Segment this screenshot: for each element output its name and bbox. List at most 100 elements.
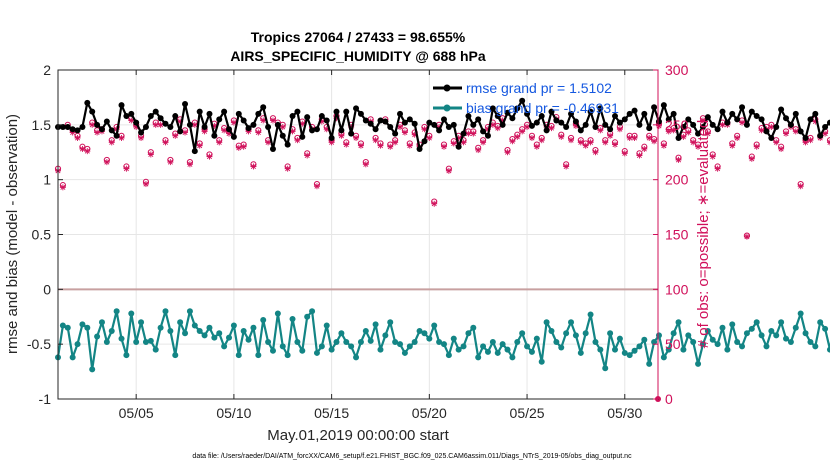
data-file-footnote: data file: /Users/raeder/DAI/ATM_forcXX/… (192, 453, 632, 460)
bias-point (367, 337, 374, 344)
rmse-point (94, 121, 101, 128)
bias-point (79, 321, 86, 328)
bias-point (504, 346, 511, 353)
bias-point (133, 338, 140, 345)
obs-evaluated-point (294, 137, 301, 144)
bias-point (353, 354, 360, 361)
bias-point (333, 338, 340, 345)
bias-point (597, 346, 604, 353)
rmse-point (558, 119, 565, 126)
rmse-point (602, 121, 609, 128)
bias-point (455, 346, 462, 353)
obs-evaluated-point (612, 141, 619, 148)
rmse-point (612, 113, 619, 120)
obs-evaluated-point (577, 139, 584, 146)
bias-point (138, 319, 145, 326)
bias-point (338, 330, 345, 337)
bias-point (167, 328, 174, 335)
rmse-point (191, 148, 198, 155)
rmse-point (133, 119, 140, 126)
bias-point (812, 343, 819, 350)
obs-evaluated-point (748, 155, 755, 162)
obs-evaluated-point (582, 142, 589, 149)
obs-evaluated-point (445, 167, 452, 174)
obs-evaluated-point (279, 124, 286, 131)
y-right-tick-label: 300 (665, 62, 689, 78)
rmse-point (690, 121, 697, 128)
obs-evaluated-point (216, 139, 223, 146)
rmse-point (470, 121, 477, 128)
rmse-point (533, 119, 540, 126)
bias-point (230, 322, 237, 329)
rmse-point (587, 108, 594, 115)
rmse-point (59, 124, 66, 131)
bias-line (56, 310, 830, 371)
rmse-point (269, 145, 276, 152)
rmse-point (304, 114, 311, 121)
rmse-point (431, 121, 438, 128)
obs-evaluated-point (284, 165, 291, 172)
rmse-point (445, 124, 452, 131)
obs-evaluated-point (743, 233, 750, 240)
obs-evaluated-point (304, 152, 311, 159)
rmse-series (55, 97, 830, 155)
rmse-point (748, 108, 755, 115)
obs-evaluated-point (680, 133, 687, 140)
bias-point (822, 325, 829, 332)
obs-evaluated-point (538, 137, 545, 144)
bias-point (377, 346, 384, 353)
bias-point (147, 337, 154, 344)
rmse-point (528, 122, 535, 129)
y-right-tick-label: 100 (665, 281, 689, 297)
bias-point (74, 341, 81, 348)
x-tick-label: 05/10 (216, 405, 251, 421)
legend: rmse grand pr = 1.5102 bias grand pr = -… (433, 80, 619, 116)
rmse-point (167, 124, 174, 131)
x-tick-label: 05/30 (607, 405, 642, 421)
bias-point (773, 332, 780, 339)
bias-point (631, 347, 638, 354)
obs-evaluated-point (460, 139, 467, 146)
obs-evaluated-point (665, 128, 672, 135)
bias-point (240, 328, 247, 335)
bias-point (787, 338, 794, 345)
rmse-point (98, 126, 105, 133)
obs-evaluated-point (269, 117, 276, 124)
rmse-point (660, 102, 667, 109)
rmse-point (216, 116, 223, 123)
rmse-point (362, 117, 369, 124)
rmse-point (421, 138, 428, 145)
bias-point (382, 332, 389, 339)
rmse-point (162, 120, 169, 127)
bias-point (577, 349, 584, 356)
obs-evaluated-point (626, 134, 633, 141)
rmse-point (802, 134, 809, 141)
bias-point (313, 349, 320, 356)
bias-point (411, 338, 418, 345)
rmse-point (328, 134, 335, 141)
obs-evaluated-point (94, 129, 101, 136)
bias-point (304, 313, 311, 320)
bias-point (690, 338, 697, 345)
obs-evaluated-point (568, 137, 575, 144)
obs-evaluated-point (89, 121, 96, 128)
bias-point (660, 354, 667, 361)
y-left-tick-label: 0.5 (32, 227, 52, 243)
bias-point (734, 338, 741, 345)
bias-point (587, 311, 594, 318)
rmse-point (817, 132, 824, 139)
obs-evaluated-point (392, 139, 399, 146)
obs-evaluated-point (548, 125, 555, 132)
obs-evaluated-point (592, 149, 599, 156)
bias-point (729, 321, 736, 328)
rmse-point (768, 134, 775, 141)
bias-point (201, 332, 208, 339)
rmse-point (152, 108, 159, 115)
rmse-point (484, 132, 491, 139)
rmse-point (636, 121, 643, 128)
rmse-point (84, 99, 91, 106)
bias-point (699, 341, 706, 348)
bias-point (675, 319, 682, 326)
chart-title-line2: AIRS_SPECIFIC_HUMIDITY @ 688 hPa (230, 48, 486, 64)
y-axis-right-label: # of obs: o=possible; ∗=evaluated (695, 120, 712, 349)
